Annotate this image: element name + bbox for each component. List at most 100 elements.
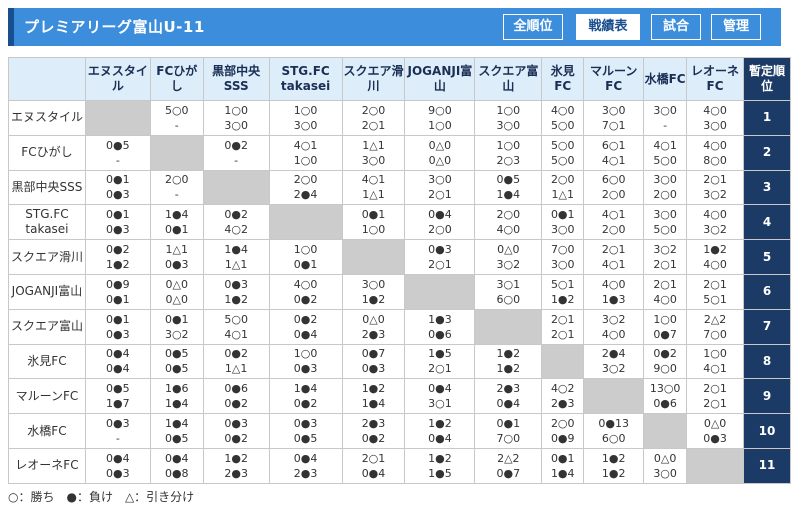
result-cell[interactable]: 7○0 3○0 xyxy=(541,239,585,275)
result-cell[interactable]: 0●4 0●3 xyxy=(84,447,151,484)
result-cell[interactable]: 0●2 4○2 xyxy=(202,204,270,241)
result-cell[interactable]: 0●13 6○0 xyxy=(583,413,645,449)
result-cell[interactable]: 3○0- xyxy=(643,100,688,136)
result-cell[interactable]: 4○0 8○0 xyxy=(686,134,745,171)
result-cell[interactable]: 3○2 4○0 xyxy=(583,308,645,345)
result-cell[interactable]: 0●9 0●1 xyxy=(84,273,151,310)
result-cell[interactable]: 3○0 2○1 xyxy=(404,169,476,206)
result-cell[interactable]: 0●1 3○2 xyxy=(149,308,204,345)
result-cell[interactable]: 0△0 0△0 xyxy=(404,134,476,171)
result-cell[interactable]: 5○1 1●2 xyxy=(541,273,585,310)
result-cell[interactable]: 0●7 0●3 xyxy=(341,343,406,380)
result-cell[interactable]: 9○0 1○0 xyxy=(404,100,476,136)
result-cell[interactable]: 1○0 3○0 xyxy=(202,100,270,136)
result-cell[interactable]: 3○0 1●2 xyxy=(341,273,406,310)
result-cell[interactable]: 2○1 5○1 xyxy=(686,273,745,310)
result-cell[interactable]: 1●4 0●1 xyxy=(149,204,204,241)
result-cell[interactable]: 0●2 9○0 xyxy=(643,343,688,380)
result-cell[interactable]: 2○0 2●4 xyxy=(268,169,343,206)
result-cell[interactable]: 2●4 3○2 xyxy=(583,343,645,380)
result-cell[interactable]: 2△2 7○0 xyxy=(686,308,745,345)
result-cell[interactable]: 1○0 2○3 xyxy=(474,134,543,171)
result-cell[interactable]: 0●2 1△1 xyxy=(202,343,270,380)
result-cell[interactable]: 1●3 0●6 xyxy=(404,308,476,345)
result-cell[interactable]: 0●3 0●5 xyxy=(268,413,343,449)
result-cell[interactable]: 0●5 0●5 xyxy=(149,343,204,380)
result-cell[interactable]: 3○2 2○1 xyxy=(643,239,688,275)
result-cell[interactable]: 0●1 7○0 xyxy=(474,413,543,449)
result-cell[interactable]: 1○0 3○0 xyxy=(474,100,543,136)
result-cell[interactable]: 4○0 1●3 xyxy=(583,273,645,310)
result-cell[interactable]: 4○0 3○2 xyxy=(686,204,745,241)
result-cell[interactable]: 0●2- xyxy=(202,134,270,171)
result-cell[interactable]: 1●2 1●4 xyxy=(341,378,406,415)
result-cell[interactable]: 0●4 2○0 xyxy=(404,204,476,241)
result-cell[interactable]: 2●3 0●2 xyxy=(341,413,406,449)
result-cell[interactable]: 1●4 0●5 xyxy=(149,413,204,449)
result-cell[interactable]: 4○1 5○0 xyxy=(643,134,688,171)
result-cell[interactable]: 0●4 0●4 xyxy=(84,343,151,380)
result-cell[interactable]: 0●1 0●3 xyxy=(84,204,151,241)
result-cell[interactable]: 0●1 1●4 xyxy=(541,447,585,484)
result-cell[interactable]: 2○1 3○2 xyxy=(686,169,745,206)
nav-matches-button[interactable]: 試合 xyxy=(651,14,701,40)
result-cell[interactable]: 0●5 1●4 xyxy=(474,169,543,206)
result-cell[interactable]: 0●6 0●2 xyxy=(202,378,270,415)
result-cell[interactable]: 0●3 2○1 xyxy=(404,239,476,275)
result-cell[interactable]: 2△2 0●7 xyxy=(474,447,543,484)
result-cell[interactable]: 1●4 1△1 xyxy=(202,239,270,275)
result-cell[interactable]: 2○0- xyxy=(149,169,204,206)
result-cell[interactable]: 5○0 4○1 xyxy=(202,308,270,345)
result-cell[interactable]: 3○0 7○1 xyxy=(583,100,645,136)
result-cell[interactable]: 1△1 0●3 xyxy=(149,239,204,275)
nav-results-button[interactable]: 戦績表 xyxy=(576,14,640,40)
result-cell[interactable]: 0●1 0●3 xyxy=(84,169,151,206)
result-cell[interactable]: 0●2 0●4 xyxy=(268,308,343,345)
result-cell[interactable]: 5○0- xyxy=(149,100,204,136)
nav-admin-button[interactable]: 管理 xyxy=(711,14,761,40)
result-cell[interactable]: 4○0 0●2 xyxy=(268,273,343,310)
result-cell[interactable]: 1●4 0●2 xyxy=(268,378,343,415)
result-cell[interactable]: 1●2 4○0 xyxy=(686,239,745,275)
result-cell[interactable]: 1●2 0●4 xyxy=(404,413,476,449)
result-cell[interactable]: 4○2 2●3 xyxy=(541,378,585,415)
result-cell[interactable]: 1●2 2●3 xyxy=(202,447,270,484)
result-cell[interactable]: 1○0 0●1 xyxy=(268,239,343,275)
result-cell[interactable]: 0●3 0●2 xyxy=(202,413,270,449)
result-cell[interactable]: 3○0 2○0 xyxy=(643,169,688,206)
result-cell[interactable]: 1●2 1●2 xyxy=(474,343,543,380)
result-cell[interactable]: 4○0 5○0 xyxy=(541,100,585,136)
result-cell[interactable]: 2○1 4○0 xyxy=(643,273,688,310)
result-cell[interactable]: 0●4 3○1 xyxy=(404,378,476,415)
result-cell[interactable]: 3○0 5○0 xyxy=(643,204,688,241)
result-cell[interactable]: 2●3 0●4 xyxy=(474,378,543,415)
nav-all-standings-button[interactable]: 全順位 xyxy=(503,14,563,40)
result-cell[interactable]: 0△0 2●3 xyxy=(341,308,406,345)
result-cell[interactable]: 1●6 1●4 xyxy=(149,378,204,415)
result-cell[interactable]: 0●5 1●7 xyxy=(84,378,151,415)
result-cell[interactable]: 13○0 0●6 xyxy=(643,378,688,415)
result-cell[interactable]: 1○0 4○1 xyxy=(686,343,745,380)
result-cell[interactable]: 2○1 0●4 xyxy=(341,447,406,484)
result-cell[interactable]: 2○0 0●9 xyxy=(541,413,585,449)
result-cell[interactable]: 2○1 2○1 xyxy=(541,308,585,345)
result-cell[interactable]: 1●2 1●5 xyxy=(404,447,476,484)
result-cell[interactable]: 0●5- xyxy=(84,134,151,171)
result-cell[interactable]: 1△1 3○0 xyxy=(341,134,406,171)
result-cell[interactable]: 0●4 2●3 xyxy=(268,447,343,484)
result-cell[interactable]: 0●3- xyxy=(84,413,151,449)
result-cell[interactable]: 0●3 1●2 xyxy=(202,273,270,310)
result-cell[interactable]: 0●2 1●2 xyxy=(84,239,151,275)
result-cell[interactable]: 0△0 0●3 xyxy=(686,413,745,449)
result-cell[interactable]: 2○1 2○1 xyxy=(686,378,745,415)
result-cell[interactable]: 0△0 3○2 xyxy=(474,239,543,275)
result-cell[interactable]: 2○0 1△1 xyxy=(541,169,585,206)
result-cell[interactable]: 1●5 2○1 xyxy=(404,343,476,380)
result-cell[interactable]: 0△0 0△0 xyxy=(149,273,204,310)
result-cell[interactable]: 1○0 3○0 xyxy=(268,100,343,136)
result-cell[interactable]: 1●2 1●2 xyxy=(583,447,645,484)
result-cell[interactable]: 0●4 0●8 xyxy=(149,447,204,484)
result-cell[interactable]: 1○0 0●7 xyxy=(643,308,688,345)
result-cell[interactable]: 6○1 4○1 xyxy=(583,134,645,171)
result-cell[interactable]: 0●1 3○0 xyxy=(541,204,585,241)
